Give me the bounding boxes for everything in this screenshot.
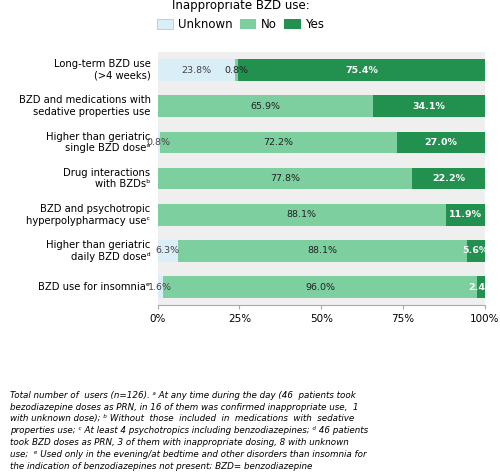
- Bar: [158, 204, 446, 226]
- Bar: [162, 276, 477, 298]
- Text: 88.1%: 88.1%: [308, 246, 338, 255]
- Bar: [158, 276, 162, 298]
- Bar: [466, 240, 485, 262]
- Bar: [396, 131, 485, 153]
- Text: 75.4%: 75.4%: [345, 66, 378, 75]
- Bar: [236, 59, 238, 81]
- Bar: [374, 96, 485, 117]
- Text: 22.2%: 22.2%: [432, 174, 465, 183]
- Bar: [178, 240, 467, 262]
- Text: 96.0%: 96.0%: [305, 282, 335, 291]
- Text: Total number of  users (n=126). ᵃ At any time during the day (46  patients took
: Total number of users (n=126). ᵃ At any …: [10, 391, 368, 471]
- Text: 0.8%: 0.8%: [225, 66, 249, 75]
- Bar: [158, 240, 178, 262]
- Text: 23.8%: 23.8%: [182, 66, 212, 75]
- Bar: [158, 131, 160, 153]
- Text: 72.2%: 72.2%: [264, 138, 294, 147]
- Text: 1.6%: 1.6%: [148, 282, 172, 291]
- Bar: [158, 59, 236, 81]
- Text: 88.1%: 88.1%: [287, 210, 317, 219]
- Bar: [160, 131, 396, 153]
- Bar: [238, 59, 485, 81]
- Bar: [446, 204, 485, 226]
- Text: 11.9%: 11.9%: [449, 210, 482, 219]
- Bar: [158, 168, 412, 189]
- Text: 5.6%: 5.6%: [462, 246, 489, 255]
- Legend: Unknown, No, Yes: Unknown, No, Yes: [157, 0, 324, 31]
- Text: 2.4%: 2.4%: [468, 282, 494, 291]
- Text: 65.9%: 65.9%: [250, 102, 280, 111]
- Text: 0.8%: 0.8%: [147, 138, 171, 147]
- Text: 77.8%: 77.8%: [270, 174, 300, 183]
- Bar: [412, 168, 485, 189]
- Bar: [158, 96, 374, 117]
- Text: 6.3%: 6.3%: [156, 246, 180, 255]
- Text: 27.0%: 27.0%: [424, 138, 457, 147]
- Text: 34.1%: 34.1%: [412, 102, 446, 111]
- Bar: [477, 276, 485, 298]
